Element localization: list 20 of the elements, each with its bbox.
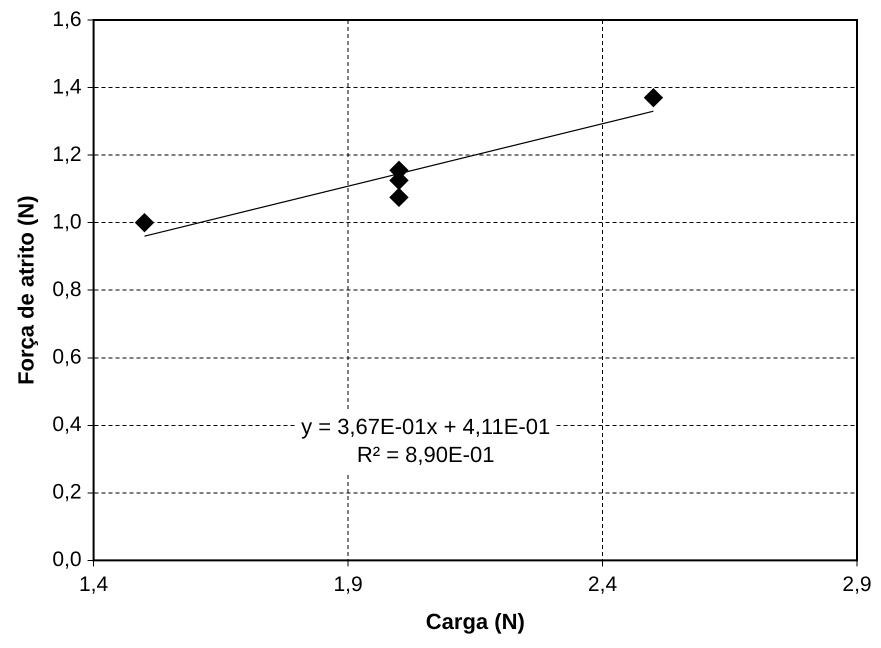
x-tick-label: 1,9 (333, 572, 363, 596)
y-tick-label: 0,2 (52, 480, 82, 504)
x-tick-label: 1,4 (78, 572, 109, 596)
x-tick-label: 2,9 (842, 572, 872, 596)
y-tick-label: 0,4 (52, 413, 82, 436)
y-tick-label: 1,4 (52, 75, 82, 98)
point (389, 188, 408, 207)
annotation: y = 3,67E-01x + 4,11E-01 (301, 414, 550, 440)
y-tick-label: 1,0 (52, 210, 82, 234)
point (134, 213, 154, 232)
y-tick-label: 0,8 (52, 278, 82, 301)
y-axis-title: Força de atrito (N) (13, 195, 38, 385)
x-tick-label: 2,4 (588, 572, 618, 596)
y-tick-label: 0,6 (52, 346, 82, 369)
x-axis-title: Carga (N) (426, 608, 525, 634)
y-tick-label: 1,2 (52, 142, 82, 166)
y-tick-label: 1,6 (52, 8, 82, 31)
y-tick-label: 0,0 (52, 548, 82, 572)
point (644, 88, 663, 108)
annotation: R² = 8,90E-01 (356, 442, 494, 468)
